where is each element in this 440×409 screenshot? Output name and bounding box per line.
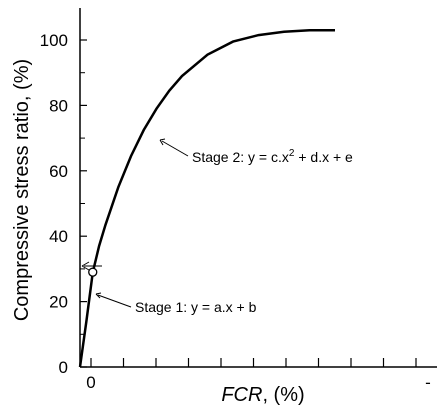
stage1-leader bbox=[97, 294, 132, 308]
stage2-label: Stage 2: y = c.x2 + d.x + e bbox=[192, 148, 353, 165]
threshold-marker bbox=[81, 261, 102, 277]
stage2-label-tail: + d.x + e bbox=[294, 149, 353, 165]
y-tick-label: 60 bbox=[49, 162, 68, 181]
stage1-arrow-head bbox=[95, 292, 102, 299]
x-axis-title-italic: FCR bbox=[221, 384, 262, 406]
y-tick-label: 80 bbox=[49, 96, 68, 115]
stage2-arrow-head bbox=[159, 138, 166, 146]
stage2-label-main: Stage 2: y = c.x bbox=[192, 149, 289, 165]
x-axis-title-rest: , (%) bbox=[262, 384, 304, 406]
stage2-label-sup: 2 bbox=[289, 148, 295, 159]
stress-curve bbox=[78, 28, 335, 368]
y-tick-label: 100 bbox=[40, 31, 68, 50]
axes: 0 20 40 60 80 100 bbox=[40, 8, 437, 377]
y-tick-label: 20 bbox=[49, 293, 68, 312]
stage2-leader bbox=[161, 140, 189, 157]
threshold-arrow-head bbox=[81, 261, 90, 271]
stage1-label: Stage 1: y = a.x + b bbox=[135, 299, 257, 315]
transition-point-marker bbox=[88, 267, 98, 277]
y-axis-title: Compressive stress ratio, (%) bbox=[11, 59, 33, 321]
stage1-annotation: Stage 1: y = a.x + b bbox=[95, 292, 257, 315]
stage2-annotation: Stage 2: y = c.x2 + d.x + e bbox=[159, 138, 353, 165]
y-ticks: 0 20 40 60 80 100 bbox=[40, 31, 87, 377]
y-tick-label: 0 bbox=[59, 358, 68, 377]
x-ticks bbox=[90, 358, 417, 367]
y-tick-label: 40 bbox=[49, 227, 68, 246]
x-axis-title: FCR, (%) bbox=[221, 384, 304, 406]
x-tick-label-start: 0 bbox=[86, 373, 95, 392]
x-tick-label-end: - bbox=[425, 373, 431, 392]
